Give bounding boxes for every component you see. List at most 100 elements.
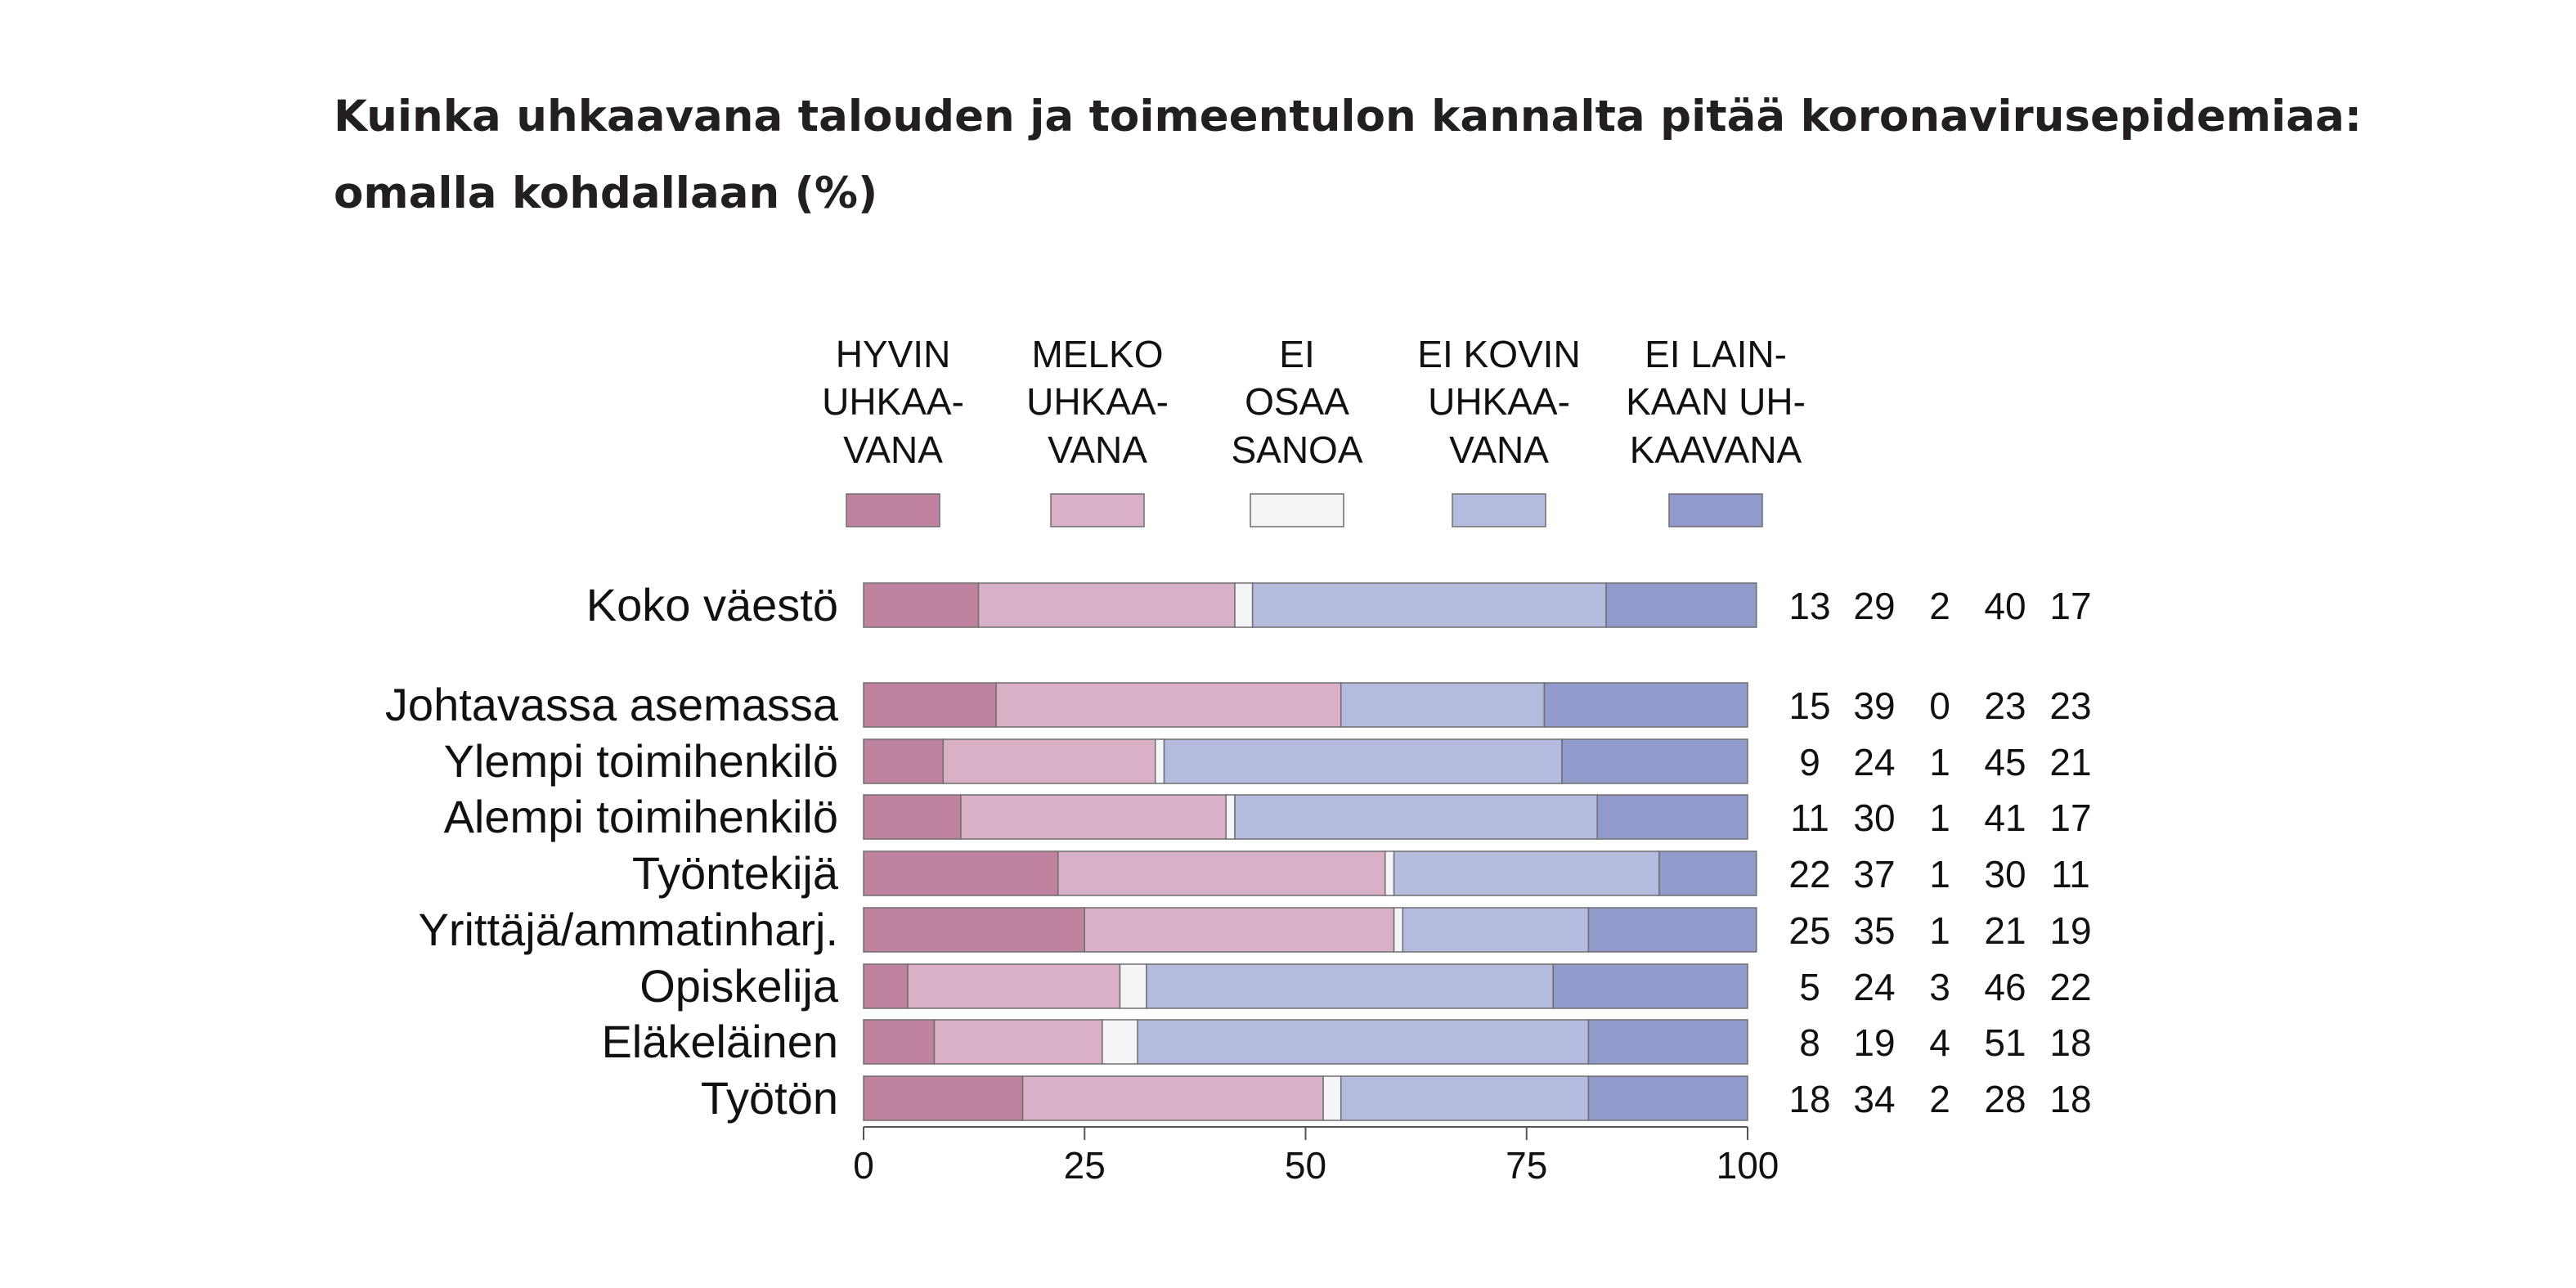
category-label: Eläkeläinen xyxy=(601,1016,838,1067)
legend-swatch xyxy=(1668,493,1763,527)
bar-segment xyxy=(942,738,1156,784)
value-label: 2 xyxy=(1929,585,1950,627)
bar-segment xyxy=(863,1075,1024,1121)
value-label: 23 xyxy=(1984,684,2026,727)
value-label: 46 xyxy=(1984,966,2026,1008)
legend-label: KAAN UH- xyxy=(1626,380,1806,423)
value-label: 1 xyxy=(1929,741,1950,783)
bar-segment xyxy=(1587,1019,1748,1065)
value-label: 45 xyxy=(1984,741,2026,783)
bar-segment xyxy=(1596,794,1748,840)
category-label: Opiskelija xyxy=(640,960,839,1012)
legend-label: UHKAA- xyxy=(1026,380,1169,423)
category-label: Yrittäjä/ammatinharj. xyxy=(418,904,838,955)
value-label: 39 xyxy=(1853,684,1895,727)
bar-segment xyxy=(1251,582,1607,628)
chart-title: Kuinka uhkaavana talouden ja toimeentulo… xyxy=(334,92,2363,141)
value-label: 22 xyxy=(2049,966,2091,1008)
value-label: 41 xyxy=(1984,797,2026,839)
legend-label: OSAA xyxy=(1245,380,1349,423)
legend-label: MELKO xyxy=(1031,333,1163,375)
category-label: Työtön xyxy=(701,1072,838,1124)
value-label: 21 xyxy=(2049,741,2091,783)
bar-segment xyxy=(1234,794,1598,840)
value-label: 23 xyxy=(2049,684,2091,727)
value-label: 30 xyxy=(1853,797,1895,839)
value-label: 18 xyxy=(2049,1021,2091,1064)
value-label: 21 xyxy=(1984,909,2026,952)
legend-label: UHKAA- xyxy=(822,380,964,423)
legend-swatch xyxy=(1250,493,1344,527)
value-label: 11 xyxy=(2051,853,2090,895)
bar-segment xyxy=(1225,794,1236,840)
value-label: 1 xyxy=(1929,909,1950,952)
bar-segment xyxy=(907,963,1121,1009)
value-label: 19 xyxy=(2049,909,2091,952)
bar-segment xyxy=(1119,963,1147,1009)
bar-segment xyxy=(933,1019,1103,1065)
value-label: 29 xyxy=(1853,585,1895,627)
bar-segment xyxy=(977,582,1236,628)
value-label: 22 xyxy=(1788,853,1830,895)
bar-segment xyxy=(1102,1019,1138,1065)
bar-segment xyxy=(863,963,909,1009)
value-label: 30 xyxy=(1984,853,2026,895)
bar-segment xyxy=(1658,850,1757,896)
value-label: 19 xyxy=(1853,1021,1895,1064)
bar-segment xyxy=(1084,907,1395,953)
x-tick-label: 0 xyxy=(853,1144,874,1187)
bar-segment xyxy=(863,794,962,840)
chart-subtitle: omalla kohdallaan (%) xyxy=(334,168,878,218)
category-label: Alempi toimihenkilö xyxy=(444,791,838,842)
value-label: 11 xyxy=(1790,797,1829,839)
legend-label: HYVIN xyxy=(836,333,951,375)
category-label: Koko väestö xyxy=(586,579,838,631)
bar-segment xyxy=(1384,850,1395,896)
value-label: 25 xyxy=(1788,909,1830,952)
bar-segment xyxy=(863,738,945,784)
legend-label: VANA xyxy=(1449,429,1549,471)
value-label: 5 xyxy=(1799,966,1820,1008)
value-label: 24 xyxy=(1853,741,1895,783)
value-label: 24 xyxy=(1853,966,1895,1008)
bar-segment xyxy=(1543,682,1748,728)
value-label: 2 xyxy=(1929,1078,1950,1120)
bar-segment xyxy=(995,682,1342,728)
bar-segment xyxy=(1146,963,1554,1009)
value-label: 17 xyxy=(2049,585,2091,627)
bar-segment xyxy=(863,582,980,628)
x-tick-label: 50 xyxy=(1285,1144,1326,1187)
legend-label: UHKAA- xyxy=(1428,380,1570,423)
legend-label: EI LAIN- xyxy=(1645,333,1787,375)
value-label: 3 xyxy=(1929,966,1950,1008)
bar-segment xyxy=(960,794,1227,840)
value-label: 1 xyxy=(1929,853,1950,895)
bar-segment xyxy=(1587,907,1757,953)
bar-segment xyxy=(1137,1019,1590,1065)
bar-segment xyxy=(863,907,1085,953)
bar-segment xyxy=(863,1019,936,1065)
bar-segment xyxy=(1587,1075,1748,1121)
legend-label: VANA xyxy=(843,429,943,471)
bar-segment xyxy=(863,850,1059,896)
x-tick-label: 100 xyxy=(1717,1144,1779,1187)
value-label: 18 xyxy=(2049,1078,2091,1120)
value-label: 37 xyxy=(1853,853,1895,895)
category-label: Työntekijä xyxy=(632,847,839,899)
legend-swatch xyxy=(1050,493,1145,527)
bar-segment xyxy=(1340,1075,1590,1121)
value-label: 15 xyxy=(1788,684,1830,727)
bar-segment xyxy=(1402,907,1590,953)
legend-label: KAAVANA xyxy=(1630,429,1802,471)
bar-segment xyxy=(1340,682,1546,728)
category-label: Ylempi toimihenkilö xyxy=(444,735,838,787)
value-label: 8 xyxy=(1799,1021,1820,1064)
bar-segment xyxy=(1322,1075,1342,1121)
value-label: 1 xyxy=(1929,797,1950,839)
value-label: 28 xyxy=(1984,1078,2026,1120)
legend-label: EI xyxy=(1279,333,1314,375)
value-label: 51 xyxy=(1984,1021,2026,1064)
x-tick-label: 25 xyxy=(1064,1144,1106,1187)
